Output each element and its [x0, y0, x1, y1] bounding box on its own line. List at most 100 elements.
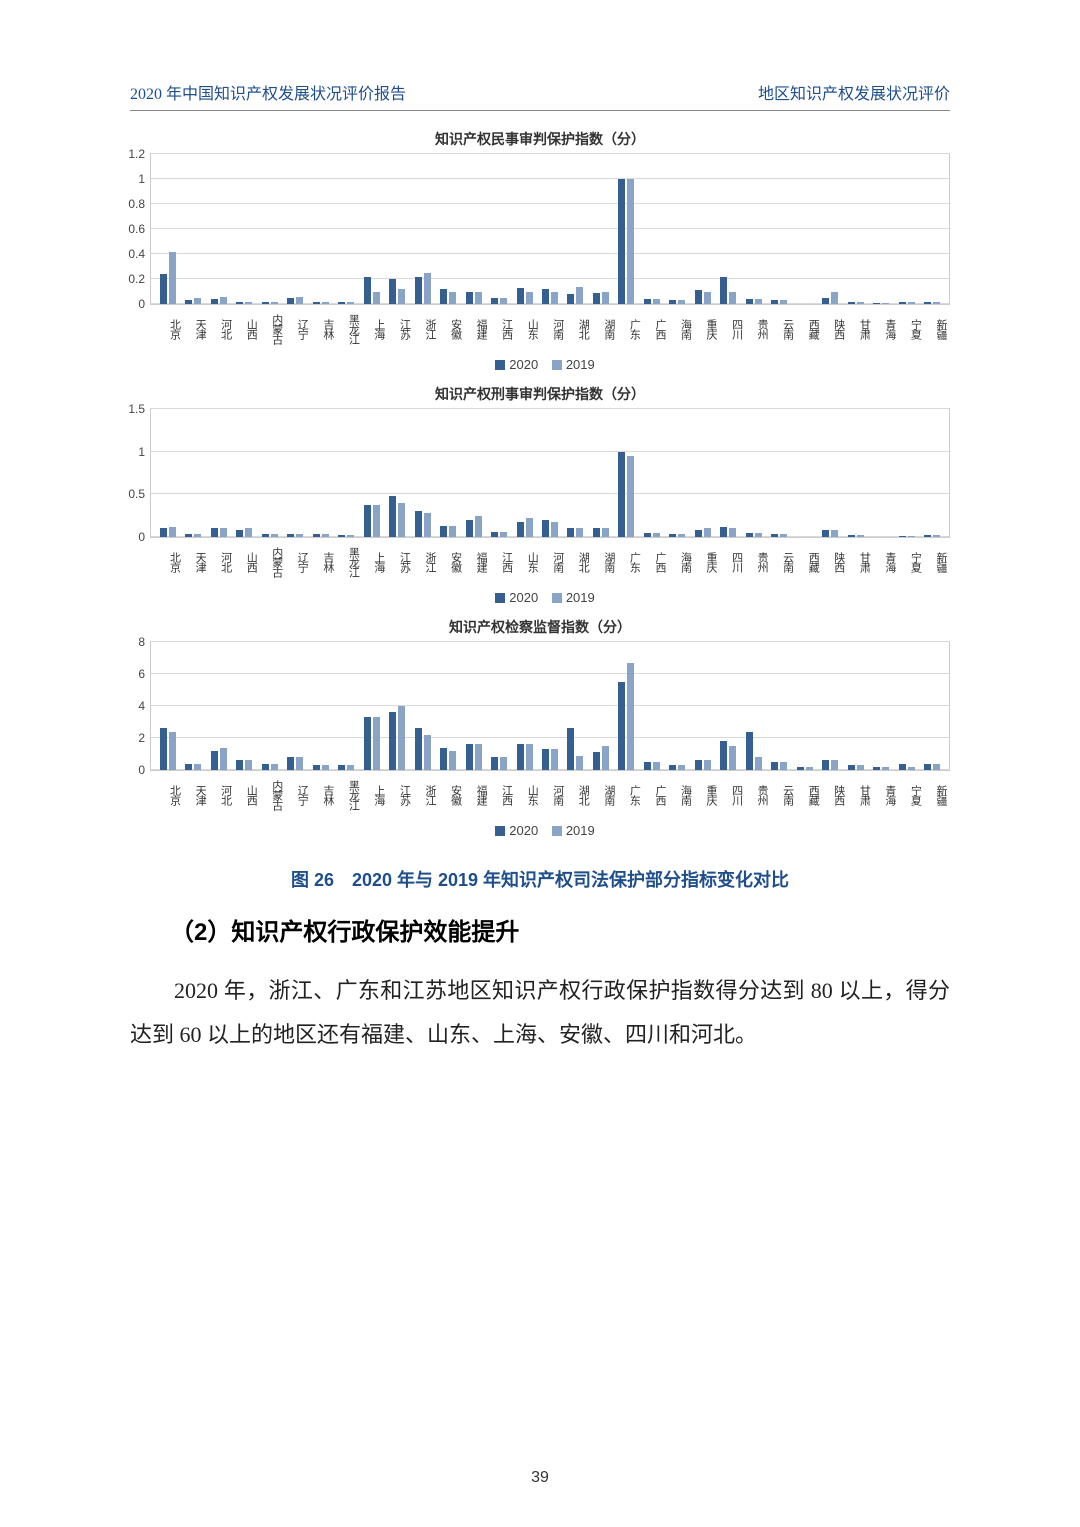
- bar-2019: [729, 528, 736, 537]
- x-label: 浙江: [409, 540, 435, 584]
- bar-2020: [746, 299, 753, 304]
- bar-2019: [194, 764, 201, 770]
- bar-2019: [831, 530, 838, 537]
- bar-2020: [771, 534, 778, 537]
- bar-2020: [567, 728, 574, 770]
- bar-2019: [602, 292, 609, 305]
- bar-2020: [491, 532, 498, 537]
- bar-2019: [526, 518, 533, 537]
- bar-group: [920, 154, 945, 304]
- bar-2020: [415, 511, 422, 537]
- x-label: 福建: [461, 540, 487, 584]
- bar-group: [359, 154, 384, 304]
- x-label: 海南: [665, 773, 691, 817]
- x-label: 河南: [537, 540, 563, 584]
- legend-label-2019: 2019: [566, 357, 595, 372]
- bar-2020: [338, 302, 345, 305]
- bar-2019: [806, 767, 813, 770]
- x-label: 辽宁: [282, 307, 308, 351]
- x-label: 云南: [767, 773, 793, 817]
- x-label: 河南: [537, 307, 563, 351]
- bar-2020: [899, 302, 906, 305]
- bar-group: [461, 409, 486, 537]
- bar-group: [410, 154, 435, 304]
- x-label: 甘肃: [844, 307, 870, 351]
- x-label: 北京: [154, 773, 180, 817]
- chart1-y-axis: 00.20.40.60.811.2: [117, 154, 147, 304]
- bar-group: [410, 409, 435, 537]
- bar-2019: [576, 528, 583, 537]
- chart1-title: 知识产权民事审判保护指数（分）: [130, 129, 950, 149]
- bar-2020: [593, 752, 600, 770]
- bar-2019: [576, 756, 583, 770]
- x-label: 山西: [231, 540, 257, 584]
- bar-2019: [424, 513, 431, 537]
- legend-swatch-2019: [552, 593, 562, 603]
- bar-2019: [373, 717, 380, 770]
- x-label: 青海: [869, 307, 895, 351]
- bar-group: [843, 409, 868, 537]
- bar-2020: [440, 289, 447, 304]
- bar-group: [231, 642, 256, 770]
- legend-swatch-2020: [495, 826, 505, 836]
- bar-2020: [746, 533, 753, 537]
- chart2-bars: [151, 409, 949, 537]
- bar-2019: [449, 292, 456, 305]
- bar-2019: [551, 522, 558, 537]
- bar-group: [716, 154, 741, 304]
- bar-group: [741, 409, 766, 537]
- chart1-x-labels: 北京天津河北山西内蒙古辽宁吉林黑龙江上海江苏浙江安徽福建江西山东河南湖北湖南广东…: [150, 305, 950, 351]
- bar-2020: [797, 767, 804, 770]
- chart1-bars: [151, 154, 949, 304]
- bar-group: [792, 642, 817, 770]
- x-label: 广东: [614, 773, 640, 817]
- bar-2019: [704, 760, 711, 770]
- bar-2019: [704, 528, 711, 537]
- bar-group: [435, 409, 460, 537]
- bar-2020: [313, 765, 320, 770]
- bar-2019: [475, 516, 482, 537]
- bar-group: [563, 409, 588, 537]
- bar-group: [563, 642, 588, 770]
- bar-2020: [618, 452, 625, 537]
- x-label: 辽宁: [282, 773, 308, 817]
- bar-2019: [500, 298, 507, 304]
- chart2-x-labels: 北京天津河北山西内蒙古辽宁吉林黑龙江上海江苏浙江安徽福建江西山东河南湖北湖南广东…: [150, 538, 950, 584]
- x-label: 陕西: [818, 773, 844, 817]
- x-label: 新疆: [920, 540, 946, 584]
- chart3-legend: 2020 2019: [130, 823, 950, 838]
- bar-2019: [398, 706, 405, 770]
- x-label: 西藏: [793, 307, 819, 351]
- chart-procuratorial: 知识产权检察监督指数（分） 02468 北京天津河北山西内蒙古辽宁吉林黑龙江上海…: [130, 617, 950, 838]
- bar-group: [869, 154, 894, 304]
- bar-group: [231, 409, 256, 537]
- bar-group: [818, 642, 843, 770]
- bar-2020: [720, 277, 727, 305]
- page: 2020 年中国知识产权发展状况评价报告 地区知识产权发展状况评价 知识产权民事…: [0, 0, 1080, 1527]
- bar-group: [333, 154, 358, 304]
- x-label: 山东: [512, 773, 538, 817]
- bar-group: [282, 154, 307, 304]
- bar-2019: [271, 302, 278, 305]
- bar-2019: [271, 764, 278, 770]
- bar-2019: [398, 503, 405, 537]
- bar-2019: [729, 746, 736, 770]
- bar-2020: [466, 292, 473, 305]
- bar-2019: [347, 302, 354, 305]
- bar-2019: [755, 757, 762, 770]
- bar-group: [155, 409, 180, 537]
- bar-2019: [551, 292, 558, 305]
- bar-2019: [475, 744, 482, 770]
- x-label: 黑龙江: [333, 540, 359, 584]
- bar-2020: [185, 764, 192, 770]
- bar-2019: [424, 273, 431, 304]
- x-label: 天津: [180, 307, 206, 351]
- bar-2020: [542, 749, 549, 770]
- bar-2019: [245, 760, 252, 770]
- bar-2019: [449, 526, 456, 537]
- bar-group: [333, 409, 358, 537]
- x-label: 重庆: [690, 540, 716, 584]
- bar-2019: [729, 292, 736, 305]
- x-label: 河南: [537, 773, 563, 817]
- x-label: 贵州: [742, 540, 768, 584]
